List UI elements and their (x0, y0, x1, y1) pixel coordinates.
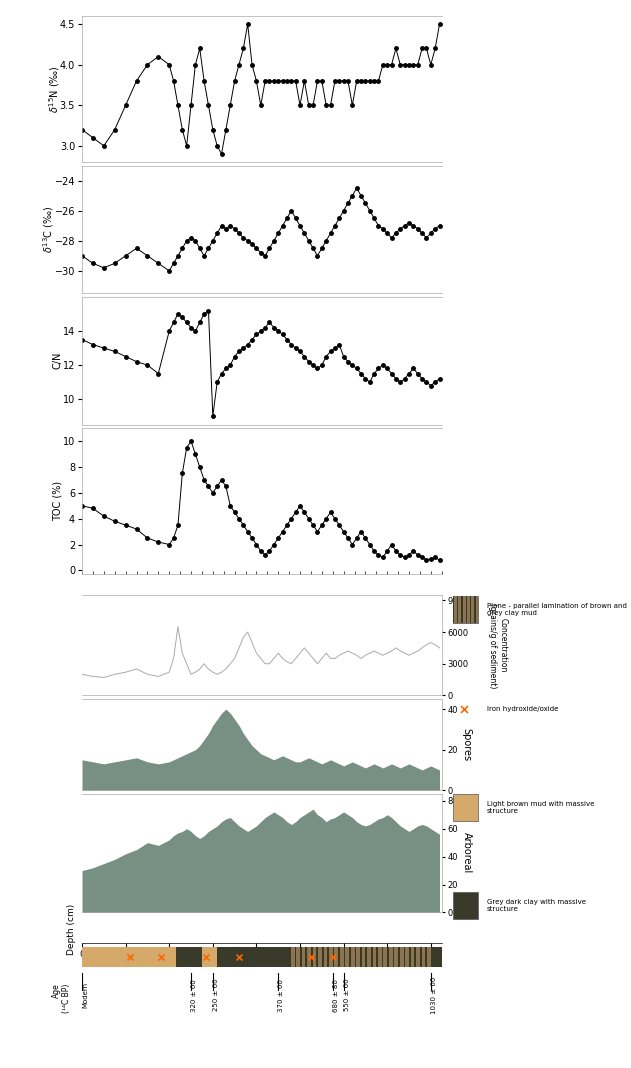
Point (125, 948, 135, 965)
Y-axis label: $\delta^{15}$N (‰): $\delta^{15}$N (‰) (47, 65, 62, 113)
Point (234, 948, 244, 965)
Bar (360, 947, 362, 967)
Bar (474, 596, 476, 624)
Y-axis label: Spores: Spores (462, 728, 471, 761)
Bar (82, 947, 176, 967)
Text: Age
(¹⁴C BP): Age (¹⁴C BP) (52, 984, 71, 1012)
Text: Modern: Modern (82, 983, 88, 1008)
Bar (295, 947, 297, 967)
Y-axis label: C/N: C/N (52, 352, 62, 370)
Bar (398, 947, 400, 967)
Bar (382, 947, 384, 967)
Bar (333, 947, 334, 967)
Bar (470, 596, 471, 624)
Bar (327, 947, 329, 967)
Bar (355, 947, 357, 967)
Bar (409, 947, 411, 967)
Text: Grey dark clay with massive
structure: Grey dark clay with massive structure (487, 899, 586, 912)
Point (306, 948, 316, 965)
Bar (176, 947, 202, 967)
Bar (461, 596, 463, 624)
Point (201, 948, 211, 965)
Point (327, 948, 338, 965)
Bar (202, 947, 217, 967)
Y-axis label: Depth (cm): Depth (cm) (68, 904, 76, 955)
Y-axis label: Arboreal: Arboreal (462, 832, 472, 874)
Bar (453, 893, 478, 920)
Text: Light brown mud with massive
structure: Light brown mud with massive structure (487, 801, 594, 814)
Bar (453, 794, 478, 820)
Bar (453, 596, 454, 624)
Bar (392, 947, 394, 967)
Text: Iron hydroxide/oxide: Iron hydroxide/oxide (487, 706, 558, 711)
Bar (311, 947, 312, 967)
Bar (420, 947, 422, 967)
Bar (316, 947, 318, 967)
Y-axis label: Concentration
(grains/g of sediment): Concentration (grains/g of sediment) (488, 602, 507, 688)
Bar (322, 947, 324, 967)
Text: 370 ± 60: 370 ± 60 (278, 978, 284, 1011)
Bar (376, 947, 378, 967)
Text: Plane - parallel lamination of brown and
grey clay mud: Plane - parallel lamination of brown and… (487, 603, 627, 616)
Text: 550 ± 60: 550 ± 60 (344, 979, 350, 1011)
Bar (466, 596, 467, 624)
Bar (217, 947, 289, 967)
Bar (289, 947, 431, 967)
Bar (425, 947, 427, 967)
Bar (404, 947, 405, 967)
Bar (300, 947, 302, 967)
Bar (289, 947, 291, 967)
Bar (457, 596, 459, 624)
Bar (431, 947, 442, 967)
Bar (305, 947, 307, 967)
Text: 250 ± 60: 250 ± 60 (213, 979, 219, 1011)
Text: 320 ± 60: 320 ± 60 (191, 978, 197, 1011)
Point (155, 948, 165, 965)
Point (459, 700, 469, 717)
Bar (338, 947, 340, 967)
Bar (365, 947, 367, 967)
Bar (344, 947, 345, 967)
Bar (415, 947, 416, 967)
Y-axis label: $\delta^{13}$C (‰): $\delta^{13}$C (‰) (42, 206, 56, 253)
Text: 680 ± 80: 680 ± 80 (333, 978, 339, 1011)
Y-axis label: TOC (%): TOC (%) (52, 482, 62, 521)
Bar (349, 947, 351, 967)
Text: 1030 ± 60: 1030 ± 60 (431, 976, 437, 1014)
Bar (453, 596, 478, 624)
Bar (371, 947, 372, 967)
Bar (387, 947, 389, 967)
